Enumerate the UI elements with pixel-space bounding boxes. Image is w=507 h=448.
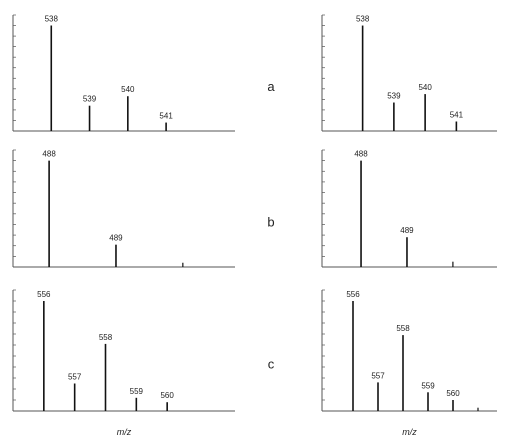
peak-label: 489 [109,234,123,243]
peak-label: 540 [121,85,135,94]
panel-letter: a [267,79,275,94]
peak-label: 538 [356,15,370,24]
peak-label: 558 [396,324,410,333]
peak-label: 541 [159,112,173,121]
peak-label: 559 [421,381,435,390]
panel-letter: c [268,357,275,372]
peak-label: 557 [371,371,385,380]
peak-label: 559 [130,387,144,396]
peak-label: 541 [450,111,464,120]
peak-label: 539 [387,92,401,101]
peak-label: 539 [83,95,97,104]
peak-label: 488 [42,150,56,159]
peak-label: 488 [354,150,368,159]
peak-label: 538 [45,15,59,24]
x-axis-title: m/z [117,427,132,437]
x-axis-title: m/z [402,427,417,437]
peak-label: 540 [418,83,432,92]
peak-label: 560 [446,389,460,398]
peak-label: 556 [37,290,51,299]
peak-label: 489 [400,226,414,235]
peak-label: 557 [68,373,82,382]
peak-label: 560 [160,391,174,400]
peak-label: 556 [346,290,360,299]
panel-letter: b [267,215,274,230]
peak-label: 558 [99,333,113,342]
